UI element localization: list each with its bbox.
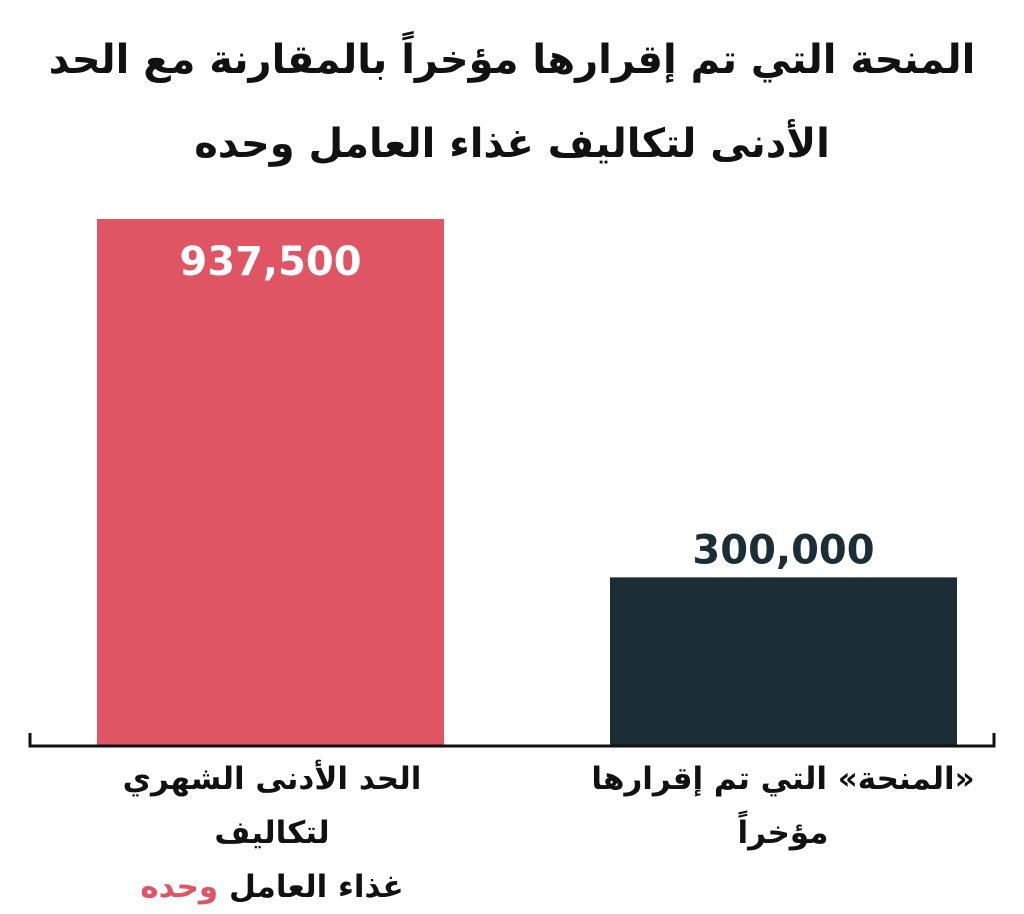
- chart-title-line2: الأدنى لتكاليف غذاء العامل وحده: [194, 121, 830, 167]
- category-label-min-wage: الحد الأدنى الشهري لتكاليف غذاء العامل و…: [62, 752, 482, 914]
- bar-grant-value-label: 300,000: [692, 527, 874, 573]
- chart-title-line1: المنحة التي تم إقرارها مؤخراً بالمقارنة …: [48, 37, 976, 83]
- x-axis-line: [28, 733, 996, 748]
- category-label-min-wage-text: غذاء العامل: [229, 869, 404, 905]
- bar-chart: 937,500 300,000: [28, 219, 996, 748]
- category-label-grant-line2: مؤخراً: [737, 815, 829, 851]
- category-label-grant: «المنحة» التي تم إقرارها مؤخراً: [573, 752, 993, 860]
- chart-title: المنحة التي تم إقرارها مؤخراً بالمقارنة …: [0, 18, 1024, 186]
- category-label-min-wage-line1: الحد الأدنى الشهري لتكاليف: [122, 761, 422, 851]
- category-label-min-wage-accent: وحده: [140, 869, 219, 905]
- bar-min-wage-value-label: 937,500: [179, 239, 361, 285]
- bar-grant: [610, 577, 957, 746]
- category-label-min-wage-line2: غذاء العامل وحده: [62, 860, 482, 914]
- category-label-grant-line1: «المنحة» التي تم إقرارها: [591, 761, 975, 797]
- bar-min-wage: [97, 219, 444, 746]
